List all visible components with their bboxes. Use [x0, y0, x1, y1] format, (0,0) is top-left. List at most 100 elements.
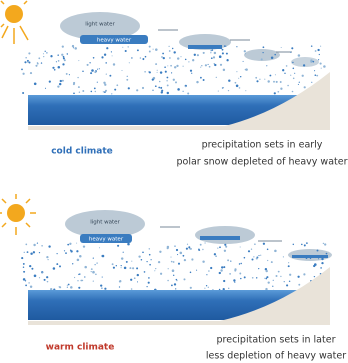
heavy-water-label: heavy water — [97, 38, 132, 44]
rain-drop — [258, 268, 259, 269]
rain-drop — [243, 61, 244, 62]
rain-drop — [226, 53, 228, 55]
rain-drop — [201, 65, 202, 66]
rain-drop — [314, 276, 315, 277]
rain-drop — [290, 52, 291, 53]
rain-drop — [267, 249, 269, 251]
rain-drop — [39, 277, 40, 278]
climate-label: warm climate — [46, 343, 115, 353]
rain-drop — [126, 261, 128, 263]
rain-drop — [45, 88, 46, 89]
rain-drop — [155, 85, 157, 87]
rain-drop — [121, 257, 123, 259]
rain-drop — [46, 256, 48, 258]
rain-drop — [293, 244, 294, 245]
rain-drop — [25, 280, 26, 281]
rain-drop — [111, 51, 112, 52]
rain-drop — [89, 62, 90, 63]
rain-drop — [116, 265, 117, 266]
rain-drop — [62, 80, 64, 82]
rain-drop — [202, 260, 204, 262]
rain-drop — [188, 246, 190, 248]
rain-drop — [167, 247, 169, 249]
rain-drop — [185, 59, 187, 61]
rain-drop — [177, 57, 179, 59]
rain-drop — [245, 68, 248, 71]
rain-drop — [205, 64, 207, 66]
rain-drop — [219, 246, 221, 248]
rain-drop — [222, 52, 224, 54]
rain-drop — [49, 81, 51, 83]
rain-drop — [208, 287, 209, 288]
rain-drop — [261, 58, 263, 60]
rain-drop — [138, 255, 140, 257]
rain-drop — [271, 261, 273, 263]
rain-drop — [167, 65, 168, 66]
rain-drop — [209, 66, 211, 68]
rain-drop — [44, 279, 46, 281]
rain-drop — [104, 84, 106, 86]
rain-drop — [104, 54, 106, 56]
rain-drop — [277, 91, 279, 93]
rain-drop — [132, 267, 134, 269]
rain-drop — [294, 73, 295, 74]
rain-drop — [122, 47, 123, 48]
rain-drop — [158, 261, 160, 263]
rain-drop — [260, 255, 261, 256]
rain-drop — [301, 244, 303, 246]
rain-drop — [244, 257, 246, 259]
rain-drop — [137, 49, 139, 51]
rain-drop — [264, 278, 265, 279]
rain-drop — [99, 247, 100, 248]
rain-drop — [61, 54, 63, 56]
rain-drop — [72, 263, 73, 264]
rain-drop — [146, 261, 147, 262]
rain-drop — [46, 52, 47, 53]
rain-drop — [38, 57, 40, 59]
rain-drop — [96, 262, 97, 263]
rain-drop — [292, 91, 294, 93]
rain-drop — [298, 54, 301, 57]
rain-drop — [112, 263, 114, 265]
rain-drop — [67, 285, 68, 286]
rain-drop — [170, 257, 171, 258]
rain-drop — [94, 71, 96, 73]
rain-drop — [34, 275, 37, 278]
rain-drop — [87, 64, 89, 66]
rain-drop — [171, 261, 173, 263]
rain-drop — [164, 66, 166, 68]
rain-drop — [214, 52, 216, 54]
rain-drop — [187, 92, 189, 94]
rain-drop — [74, 277, 75, 278]
rain-drop — [95, 273, 97, 275]
rain-drop — [228, 90, 229, 91]
rain-drop — [57, 253, 58, 254]
rain-drop — [173, 275, 174, 276]
rain-drop — [274, 250, 277, 253]
rain-drop — [74, 47, 77, 50]
rain-drop — [127, 46, 128, 47]
rain-drop — [267, 80, 269, 82]
rain-drop — [90, 72, 92, 74]
rain-drop — [206, 285, 207, 286]
rain-drop — [196, 270, 197, 271]
rain-drop — [168, 46, 169, 47]
rain-drop — [102, 255, 105, 258]
sun — [0, 0, 28, 44]
rain-drop — [323, 243, 324, 244]
rain-drop — [27, 60, 29, 62]
rain-drop — [59, 83, 61, 85]
rain-drop — [149, 254, 151, 256]
rain-drop — [292, 62, 293, 63]
rain-drop — [236, 71, 237, 72]
rain-drop — [265, 278, 267, 280]
rain-drop — [221, 46, 222, 47]
rain-drop — [35, 65, 37, 67]
rain-drop — [262, 52, 263, 53]
rain-drop — [50, 55, 52, 57]
rain-drop — [172, 48, 173, 49]
rain-drop — [217, 248, 218, 249]
rain-drop — [202, 249, 203, 250]
rain-drop — [266, 270, 268, 272]
rain-drop — [161, 56, 162, 57]
